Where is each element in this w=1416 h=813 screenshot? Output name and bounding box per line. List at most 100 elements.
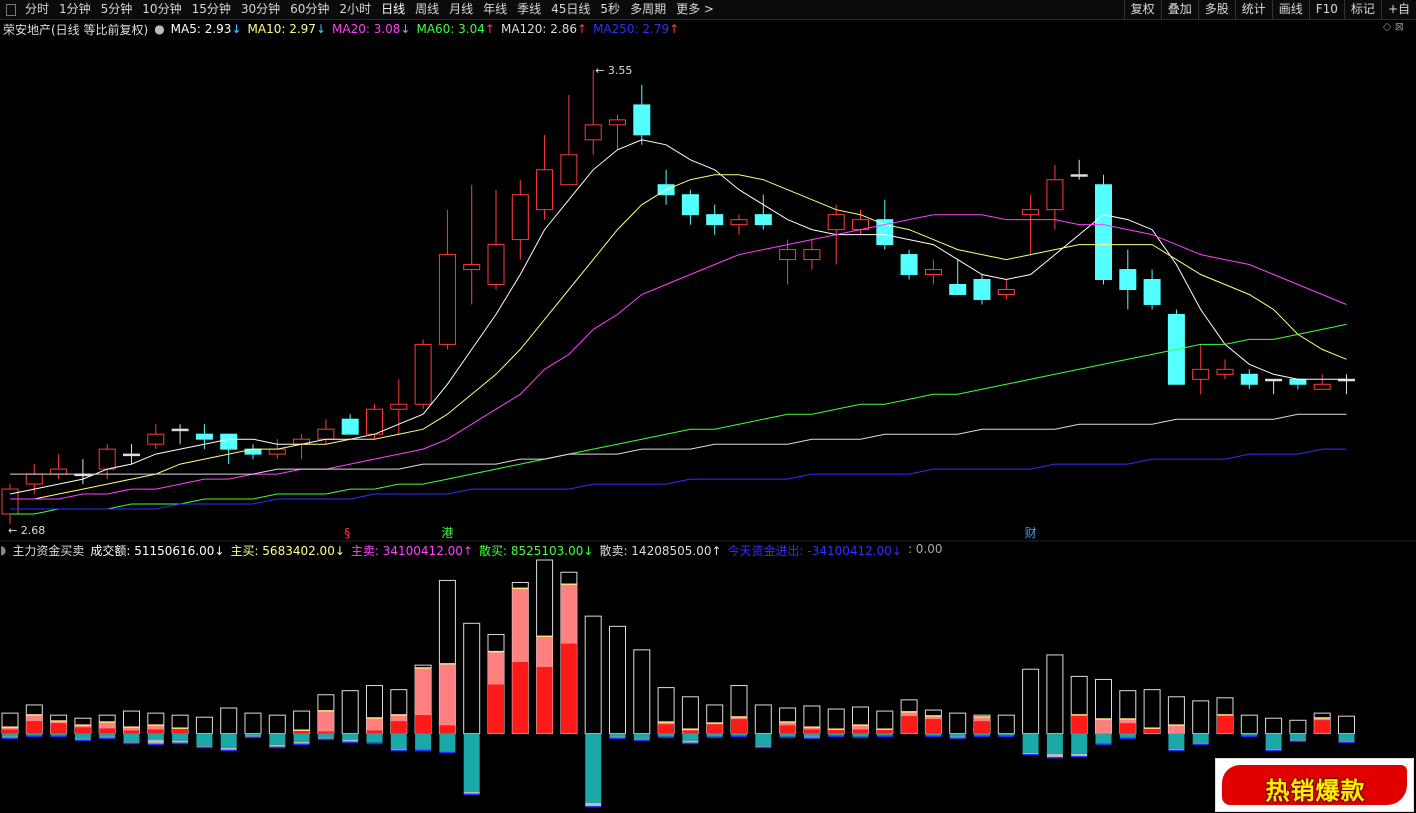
fund-flow-bar (779, 707, 797, 739)
fund-flow-bar (25, 704, 43, 738)
tool-button-6[interactable]: 标记 (1343, 0, 1381, 19)
high-price-label: ← 3.55 (595, 64, 632, 77)
main-sell-bar (731, 733, 747, 736)
candle (997, 279, 1015, 300)
tool-button-3[interactable]: 统计 (1234, 0, 1272, 19)
candle-body (366, 408, 383, 435)
main-buy-bar (2, 729, 18, 734)
tool-button-4[interactable]: 画线 (1271, 0, 1309, 19)
period-12[interactable]: 季线 (517, 2, 542, 16)
period-11[interactable]: 年线 (483, 2, 508, 16)
period-0[interactable]: 分时 (25, 2, 50, 16)
period-15[interactable]: 多周期 (630, 2, 667, 16)
buy-cap (779, 721, 796, 723)
ma-value-0: MA5: 2.93↓ (171, 22, 242, 36)
main-buy-bar (123, 730, 140, 734)
sell-cap (390, 749, 407, 752)
ma-line-ma250 (10, 448, 1347, 510)
main-sell-bar (876, 733, 893, 736)
period-9[interactable]: 周线 (415, 2, 440, 16)
period-6[interactable]: 60分钟 (290, 2, 330, 16)
sell-cap (633, 739, 650, 742)
main-buy-bar (366, 730, 383, 734)
candle-body (414, 343, 432, 405)
period-4[interactable]: 15分钟 (191, 2, 231, 16)
buy-cap (1095, 718, 1112, 720)
retail-buy-bar (536, 636, 553, 668)
retail-sell-bar (317, 737, 334, 739)
arrow-up-icon: ↑ (669, 22, 680, 36)
badge-text: 热销爆款 (1265, 777, 1366, 805)
candle-body (754, 214, 772, 226)
period-1[interactable]: 1分钟 (59, 2, 91, 16)
fund-flow-bar (268, 714, 286, 749)
main-buy-bar (974, 721, 990, 734)
ma-line-ma60 (10, 323, 1347, 515)
candle-body (949, 284, 967, 295)
main-buy-bar (172, 728, 189, 734)
turnover-outline (463, 622, 481, 735)
retail-sell-bar (1192, 742, 1209, 744)
ma-toggle-icon[interactable]: ● (154, 22, 165, 36)
main-buy-bar (1314, 720, 1331, 734)
period-3[interactable]: 10分钟 (142, 2, 182, 16)
period-7[interactable]: 2小时 (339, 2, 372, 16)
retail-buy-bar (488, 651, 504, 685)
candle-body (171, 428, 189, 432)
retail-sell-bar (2, 736, 18, 738)
retail-sell-bar (803, 736, 820, 738)
main-buy-bar (50, 723, 67, 734)
panel-control-icons[interactable]: ◇ ⊠ (1382, 20, 1404, 33)
main-sell-bar (658, 733, 675, 737)
ma-value-3: MA60: 3.04↑ (416, 22, 494, 36)
period-16[interactable]: 更多 > (676, 2, 714, 16)
sell-cap (1022, 753, 1039, 756)
period-13[interactable]: 45日线 (551, 2, 591, 16)
tool-button-7[interactable]: +自 (1380, 0, 1416, 19)
menu-icon[interactable] (6, 3, 16, 16)
buy-cap (512, 587, 529, 590)
period-8[interactable]: 日线 (381, 2, 406, 16)
fund-flow-bar (1265, 717, 1283, 752)
buy-cap (1071, 714, 1088, 716)
period-2[interactable]: 5分钟 (100, 2, 133, 16)
sell-cap (245, 736, 261, 739)
sell-cap (1046, 757, 1063, 759)
period-5[interactable]: 30分钟 (240, 2, 281, 16)
retail-buy-bar (317, 711, 334, 732)
retail-buy-bar (512, 588, 529, 663)
tool-button-1[interactable]: 叠加 (1160, 0, 1198, 19)
retail-sell-bar (245, 735, 261, 737)
sell-cap (852, 736, 869, 739)
turnover-outline (633, 649, 651, 735)
tool-button-0[interactable]: 复权 (1123, 0, 1161, 19)
tool-button-5[interactable]: F10 (1308, 0, 1344, 19)
main-buy-bar (99, 728, 116, 734)
period-14[interactable]: 5秒 (600, 2, 621, 16)
ma-line-ma5 (9, 139, 1347, 495)
turnover-outline (268, 714, 286, 735)
sell-cap (196, 746, 213, 749)
indicator-toggle-icon[interactable]: ◗ (0, 543, 7, 557)
buy-cap (658, 721, 675, 723)
sell-cap (998, 735, 1015, 738)
retail-sell-bar (585, 802, 602, 807)
ma-value-label: MA60: 3.04 (416, 22, 485, 36)
main-sell-bar (682, 733, 699, 741)
buy-cap (293, 729, 310, 731)
fund-flow-bar (754, 704, 772, 749)
fund-flow-bar (511, 581, 529, 735)
candle (1119, 249, 1137, 310)
turnover-outline (244, 712, 262, 735)
fund-flow-bar (827, 708, 845, 738)
buy-cap (2, 726, 18, 728)
sell-cap (974, 735, 990, 738)
sell-cap (925, 735, 942, 738)
tool-button-2[interactable]: 多股 (1197, 0, 1235, 19)
sell-cap (99, 737, 116, 740)
fund-flow-bar (147, 712, 165, 746)
period-10[interactable]: 月线 (449, 2, 474, 16)
main-buy-bar (925, 719, 942, 734)
main-sell-bar (1241, 733, 1258, 736)
